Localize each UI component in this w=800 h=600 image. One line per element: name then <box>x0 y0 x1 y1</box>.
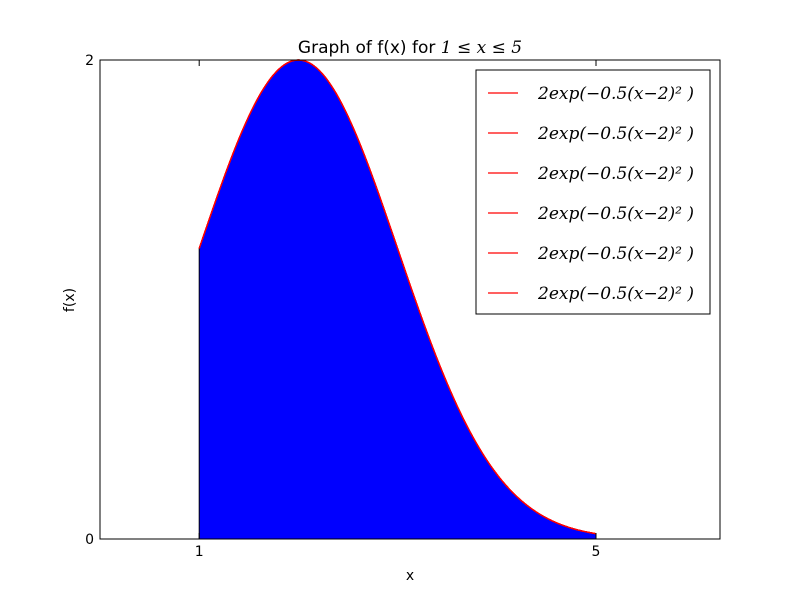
series-line-6 <box>198 59 597 535</box>
legend-label: 2exp(−0.5(x−2)² ) <box>537 164 694 184</box>
y-tick-label: 2 <box>85 53 94 69</box>
y-axis-label: f(x) <box>62 288 78 312</box>
legend-label: 2exp(−0.5(x−2)² ) <box>537 124 694 144</box>
legend-label: 2exp(−0.5(x−2)² ) <box>537 84 694 104</box>
legend-label: 2exp(−0.5(x−2)² ) <box>537 204 694 224</box>
y-tick-label: 0 <box>85 532 94 548</box>
legend: 2exp(−0.5(x−2)² ) 2exp(−0.5(x−2)² ) 2exp(−… <box>475 69 711 315</box>
x-tick-label: 5 <box>592 544 601 560</box>
chart-title: Graph of f(x) for 1 ≤ x ≤ 5 <box>298 38 522 58</box>
legend-items: 2exp(−0.5(x−2)² ) 2exp(−0.5(x−2)² ) 2exp(−… <box>488 84 694 304</box>
x-tick-label: 1 <box>195 544 204 560</box>
series-line-layer <box>198 59 597 535</box>
legend-label: 2exp(−0.5(x−2)² ) <box>537 284 694 304</box>
legend-label: 2exp(−0.5(x−2)² ) <box>537 244 694 264</box>
legend-box <box>475 69 711 315</box>
plot-frame <box>99 59 721 540</box>
x-axis-label: x <box>406 568 414 584</box>
tick-layer: 1 502 <box>85 53 720 560</box>
